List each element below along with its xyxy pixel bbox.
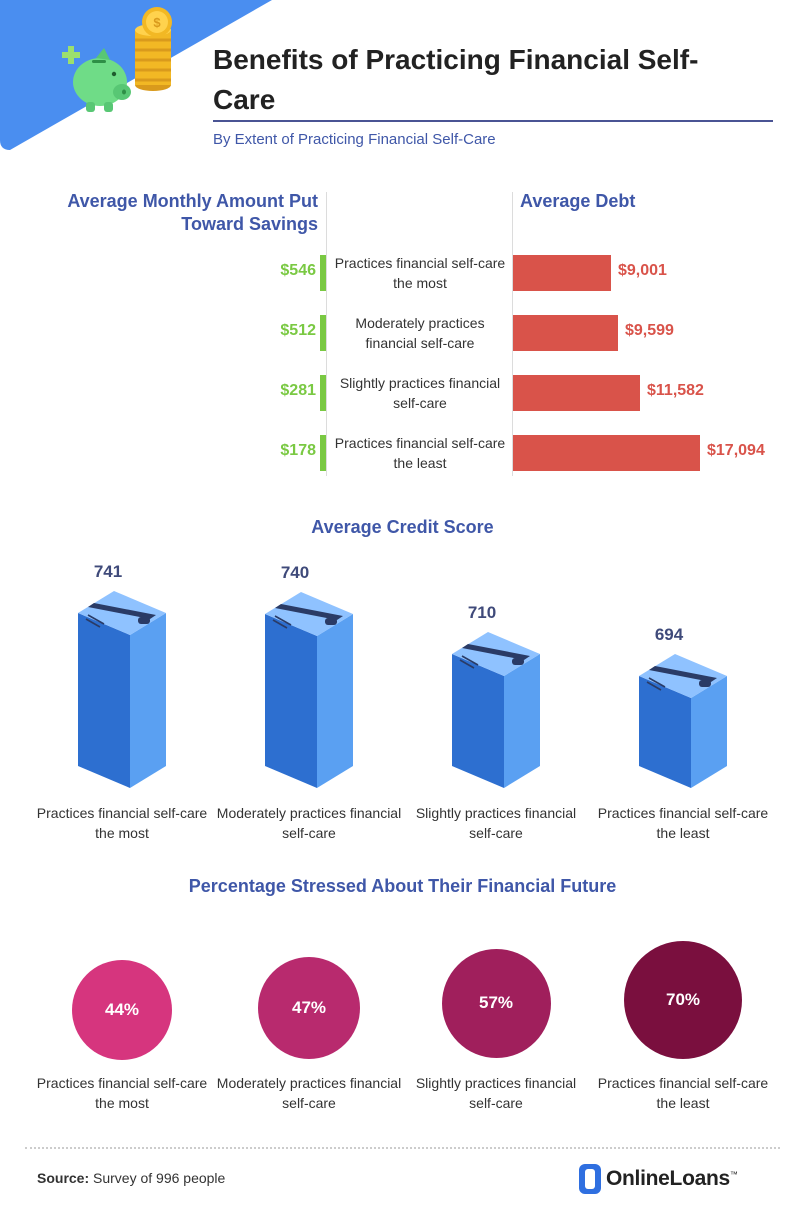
credit-category-label: Slightly practices financial self-care bbox=[415, 805, 577, 841]
comparison-row-3: $281 Slightly practices financial self-c… bbox=[0, 375, 805, 411]
credit-card-bar bbox=[452, 632, 540, 788]
comparison-row-1: $546 Practices financial self-care the m… bbox=[0, 255, 805, 291]
debt-chart-title: Average Debt bbox=[520, 191, 636, 211]
credit-card-bar bbox=[639, 654, 727, 788]
brand-logo: OnlineLoans™ bbox=[578, 1163, 738, 1195]
credit-score-value: 741 bbox=[94, 562, 122, 581]
trademark-sign: ™ bbox=[729, 1170, 738, 1179]
credit-card-bar bbox=[78, 591, 166, 788]
debt-bar bbox=[513, 375, 640, 411]
debt-bar bbox=[513, 255, 611, 291]
page-title: Benefits of Practicing Financial Self-Ca… bbox=[213, 44, 699, 115]
footer-divider bbox=[25, 1147, 780, 1149]
brand-mark-icon bbox=[579, 1164, 601, 1194]
credit-score-chart: 741 740 710 694 bbox=[78, 562, 727, 788]
credit-score-value: 694 bbox=[655, 625, 684, 644]
category-label: Slightly practices financial self-care bbox=[339, 375, 501, 411]
stress-bubble: 57% bbox=[441, 948, 551, 1058]
stress-category-label: Practices financial self-care the most bbox=[36, 1075, 208, 1111]
credit-category-label: Moderately practices financial self-care bbox=[216, 805, 402, 841]
debt-bar bbox=[513, 315, 618, 351]
stress-category-label: Practices financial self-care the least bbox=[597, 1075, 769, 1111]
category-label: Practices financial self-care the least bbox=[334, 435, 506, 471]
credit-card-bar bbox=[265, 592, 353, 788]
stress-bubble: 44% bbox=[72, 960, 172, 1060]
savings-bar bbox=[320, 255, 326, 291]
svg-text:$: $ bbox=[153, 15, 161, 30]
savings-bar bbox=[320, 315, 326, 351]
credit-chart-title: Average Credit Score bbox=[311, 517, 494, 537]
savings-axis-line bbox=[326, 192, 327, 476]
debt-value: $9,599 bbox=[625, 322, 674, 339]
category-label: Practices financial self-care the most bbox=[334, 255, 506, 291]
page-subtitle: By Extent of Practicing Financial Self-C… bbox=[213, 131, 496, 148]
savings-chart-title: Average Monthly Amount Put Toward Saving… bbox=[67, 191, 318, 234]
comparison-row-2: $512 Moderately practices financial self… bbox=[0, 315, 805, 351]
comparison-row-4: $178 Practices financial self-care the l… bbox=[0, 435, 805, 471]
source-note: Source: Survey of 996 people bbox=[37, 1170, 225, 1186]
credit-score-value: 740 bbox=[281, 563, 309, 582]
credit-category-label: Practices financial self-care the least bbox=[597, 805, 769, 841]
debt-value: $9,001 bbox=[618, 262, 667, 279]
stress-chart-title: Percentage Stressed About Their Financia… bbox=[188, 876, 617, 896]
source-label: Source: bbox=[37, 1170, 90, 1186]
debt-value: $11,582 bbox=[647, 382, 704, 399]
savings-value: $512 bbox=[280, 322, 316, 339]
category-label: Moderately practices financial self-care bbox=[355, 315, 485, 351]
title-underline bbox=[213, 120, 773, 122]
brand-name: OnlineLoans™ bbox=[606, 1167, 738, 1191]
stress-bubble: 47% bbox=[258, 957, 360, 1059]
debt-value: $17,094 bbox=[707, 442, 765, 459]
savings-bar bbox=[320, 375, 326, 411]
coin-stack-icon: $ bbox=[135, 7, 172, 91]
savings-value: $178 bbox=[280, 442, 316, 459]
header-corner-graphic: $ bbox=[0, 0, 272, 150]
piggy-bank-icon bbox=[62, 46, 131, 112]
credit-category-label: Practices financial self-care the most bbox=[36, 805, 208, 841]
stress-category-label: Slightly practices financial self-care bbox=[415, 1075, 577, 1111]
savings-value: $546 bbox=[280, 262, 316, 279]
debt-bar bbox=[513, 435, 700, 471]
source-text: Survey of 996 people bbox=[89, 1170, 226, 1186]
stress-category-label: Moderately practices financial self-care bbox=[216, 1075, 402, 1111]
credit-score-value: 710 bbox=[468, 603, 496, 622]
brand-wordmark: OnlineLoans bbox=[606, 1167, 730, 1190]
stress-bubble: 70% bbox=[624, 941, 742, 1059]
savings-bar bbox=[320, 435, 326, 471]
debt-axis-line bbox=[512, 192, 513, 476]
savings-value: $281 bbox=[280, 382, 316, 399]
